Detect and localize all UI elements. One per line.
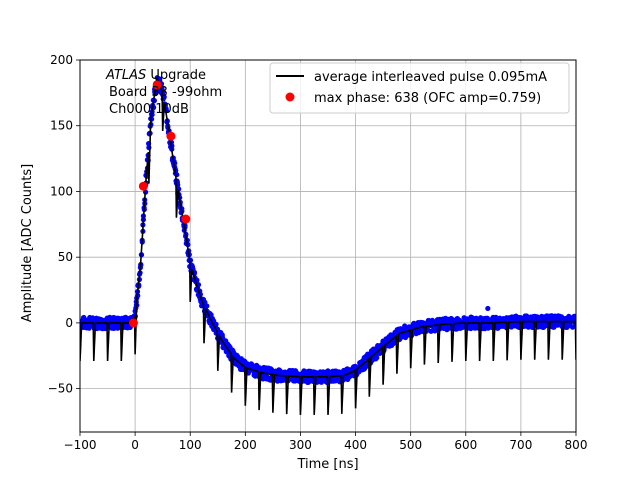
legend: average interleaved pulse 0.095mA max ph… — [269, 62, 570, 114]
annotation-atlas: ATLAS — [105, 68, 146, 83]
y-tick-label: 50 — [58, 250, 73, 264]
x-tick-label: 500 — [399, 438, 422, 452]
x-tick-label: 700 — [509, 438, 532, 452]
plot-area — [80, 75, 576, 415]
y-tick-label: 200 — [50, 53, 73, 67]
max-phase-point — [138, 181, 148, 191]
y-tick-label: 100 — [50, 184, 73, 198]
average-pulse-line — [80, 75, 576, 415]
x-tick-label: 600 — [454, 438, 477, 452]
y-axis-label: Amplitude [ADC Counts] — [20, 164, 35, 322]
x-tick-label: 800 — [565, 438, 588, 452]
x-tick-label: 300 — [289, 438, 312, 452]
legend-box — [269, 62, 570, 114]
y-tick-label: −50 — [48, 382, 73, 396]
annotation-line-3: Ch000 10dB — [109, 102, 189, 117]
sample-point — [204, 303, 210, 309]
sample-point — [374, 355, 380, 361]
y-tick-label: 150 — [50, 119, 73, 133]
x-tick-label: 0 — [131, 438, 139, 452]
axes: −100 0 100 200 300 400 500 600 700 800 −50 0 50 100 15… — [48, 53, 588, 452]
axes-frame — [79, 59, 577, 433]
annotation-upgrade: Upgrade — [146, 68, 206, 83]
sample-outlier — [485, 305, 491, 312]
max-phase-point — [152, 80, 162, 90]
x-tick-label: 200 — [234, 438, 257, 452]
annotation-line-2: Board 33 -99ohm — [109, 85, 222, 100]
x-axis-label: Time [ns] — [296, 457, 358, 472]
sample-point — [572, 315, 576, 321]
annotation-line-1: ATLAS Upgrade — [105, 68, 206, 83]
sample-point — [213, 321, 219, 327]
sample-point — [306, 379, 312, 385]
legend-label-max-phase: max phase: 638 (OFC amp=0.759) — [314, 91, 541, 106]
x-tick-label: 400 — [344, 438, 367, 452]
y-tick-label: 0 — [65, 316, 73, 330]
legend-label-average: average interleaved pulse 0.095mA — [314, 70, 547, 85]
max-phase-point — [128, 318, 138, 328]
legend-dot-marker — [285, 92, 295, 102]
max-phase-point — [166, 131, 176, 141]
sample-point — [524, 313, 530, 319]
x-tick-label: 100 — [179, 438, 202, 452]
x-tick-label: −100 — [64, 438, 97, 452]
atlas-annotation: ATLAS Upgrade Board 33 -99ohm Ch000 10dB — [105, 68, 222, 117]
max-phase-point — [181, 214, 191, 224]
